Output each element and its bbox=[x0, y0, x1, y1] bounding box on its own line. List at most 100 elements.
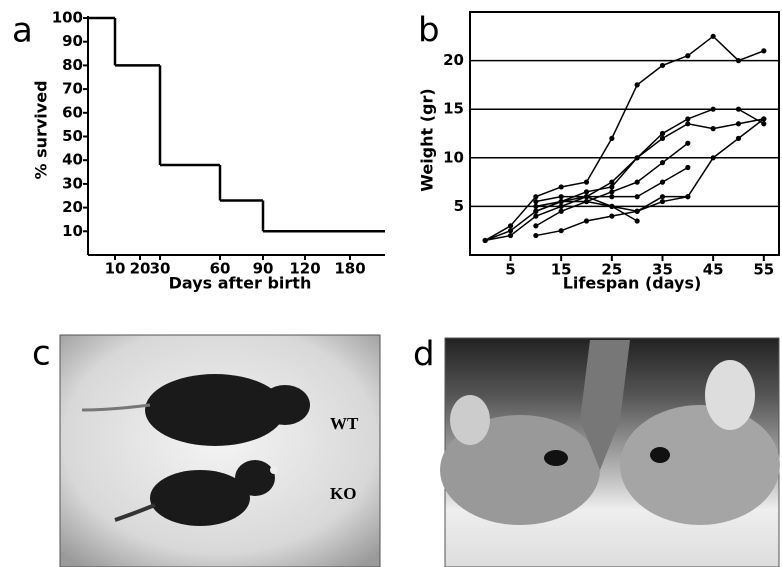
x-tick-label: 90 bbox=[253, 260, 274, 278]
data-point bbox=[533, 208, 539, 214]
photo-d bbox=[440, 337, 780, 567]
x-tick-label: 55 bbox=[753, 261, 774, 279]
series-line bbox=[485, 118, 764, 242]
y-tick-label: 60 bbox=[62, 103, 83, 121]
data-point bbox=[685, 121, 691, 127]
data-point bbox=[685, 164, 691, 171]
data-point bbox=[659, 160, 666, 166]
data-point bbox=[659, 194, 666, 200]
x-axis-label: Days after birth bbox=[169, 274, 312, 293]
data-point bbox=[609, 189, 615, 195]
data-point bbox=[735, 135, 742, 141]
y-tick-label: 80 bbox=[62, 56, 83, 74]
data-point bbox=[558, 198, 564, 205]
panel-letter: d bbox=[413, 335, 435, 375]
y-tick-label: 20 bbox=[62, 198, 83, 216]
data-point bbox=[609, 135, 615, 141]
data-point bbox=[533, 213, 539, 219]
x-tick-label: 15 bbox=[551, 261, 572, 279]
data-point bbox=[761, 116, 767, 122]
x-tick-label: 30 bbox=[150, 260, 171, 278]
data-point bbox=[685, 194, 691, 200]
data-point bbox=[583, 194, 590, 200]
data-point bbox=[685, 53, 691, 59]
x-tick-label: 35 bbox=[652, 261, 673, 279]
y-tick-label: 100 bbox=[52, 9, 83, 27]
data-point bbox=[710, 126, 716, 132]
photo-label: KO bbox=[330, 484, 356, 503]
y-tick-label: 20 bbox=[443, 51, 464, 69]
data-point bbox=[659, 179, 666, 185]
data-point bbox=[659, 130, 666, 137]
series-line bbox=[484, 35, 765, 242]
data-point bbox=[735, 121, 742, 127]
data-point bbox=[735, 58, 742, 64]
data-point bbox=[583, 198, 590, 205]
y-axis-label: % survived bbox=[32, 80, 51, 179]
y-axis-label: Weight (gr) bbox=[418, 88, 437, 191]
data-point bbox=[710, 106, 716, 112]
y-tick-label: 15 bbox=[443, 100, 464, 118]
data-point bbox=[609, 179, 615, 185]
data-point bbox=[659, 62, 666, 69]
data-point bbox=[533, 232, 539, 239]
data-point bbox=[659, 198, 666, 205]
data-point bbox=[735, 106, 742, 112]
y-tick-label: 30 bbox=[62, 174, 83, 192]
y-tick-label: 40 bbox=[62, 151, 83, 169]
data-point bbox=[634, 155, 640, 161]
data-point bbox=[583, 189, 590, 195]
data-point bbox=[558, 208, 564, 214]
data-point bbox=[558, 228, 564, 234]
y-tick-label: 10 bbox=[62, 222, 83, 240]
y-tick-label: 10 bbox=[443, 148, 464, 166]
data-point bbox=[609, 184, 615, 190]
data-point bbox=[685, 140, 691, 146]
panel-letter: a bbox=[12, 11, 33, 51]
data-point bbox=[533, 203, 539, 209]
x-axis-label: Lifespan (days) bbox=[563, 274, 702, 293]
series-line bbox=[535, 118, 765, 237]
data-point bbox=[507, 232, 514, 239]
data-point bbox=[710, 155, 716, 161]
data-point bbox=[659, 135, 666, 141]
data-point bbox=[634, 218, 640, 224]
data-point bbox=[533, 194, 539, 200]
data-point bbox=[634, 82, 640, 88]
data-point bbox=[507, 223, 514, 229]
photo-c bbox=[59, 334, 381, 567]
y-tick-label: 70 bbox=[62, 80, 83, 98]
panel-letter: c bbox=[32, 334, 51, 374]
y-tick-label: 50 bbox=[62, 127, 83, 145]
x-tick-label: 45 bbox=[703, 261, 724, 279]
data-point bbox=[710, 33, 716, 39]
data-point bbox=[761, 48, 767, 54]
data-point bbox=[609, 203, 615, 209]
data-point bbox=[558, 203, 564, 209]
data-point bbox=[761, 121, 767, 127]
data-point bbox=[533, 198, 539, 205]
data-point bbox=[634, 208, 640, 214]
photo-label: WT bbox=[330, 414, 359, 433]
y-tick-label: 90 bbox=[62, 32, 83, 50]
plot-frame bbox=[469, 11, 780, 256]
data-point bbox=[609, 194, 615, 200]
x-tick-label: 120 bbox=[289, 260, 320, 278]
data-point bbox=[533, 223, 539, 229]
data-point bbox=[507, 228, 514, 234]
data-point bbox=[558, 184, 564, 190]
x-tick-label: 20 bbox=[130, 260, 151, 278]
data-point bbox=[634, 194, 640, 200]
series-line bbox=[535, 200, 638, 222]
x-tick-label: 10 bbox=[105, 260, 126, 278]
data-point bbox=[583, 218, 590, 224]
data-point bbox=[609, 213, 615, 219]
data-point bbox=[558, 194, 564, 200]
series-line bbox=[484, 108, 765, 242]
y-tick-label: 5 bbox=[454, 197, 464, 215]
data-point bbox=[482, 237, 488, 244]
x-tick-label: 5 bbox=[505, 261, 515, 279]
x-tick-label: 25 bbox=[601, 261, 622, 279]
data-point bbox=[634, 179, 640, 185]
